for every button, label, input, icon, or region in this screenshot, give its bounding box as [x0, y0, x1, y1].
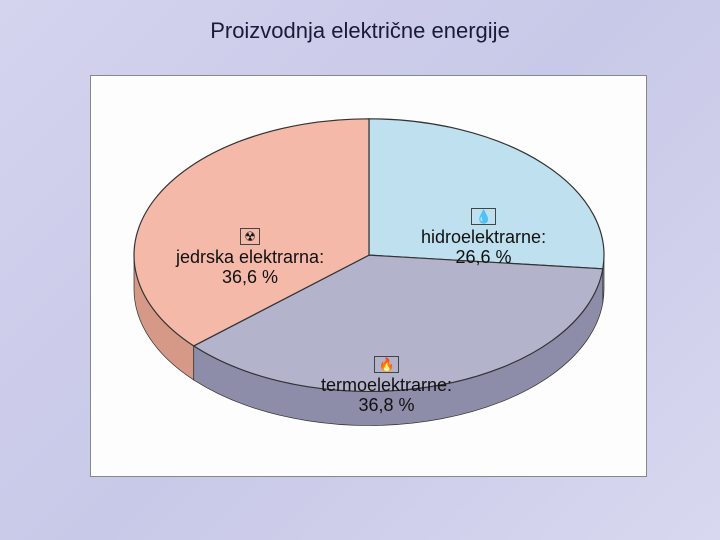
page-title: Proizvodnja električne energije: [0, 18, 720, 44]
chart-frame: 💧hidroelektrarne:26,6 %🔥termoelektrarne:…: [90, 75, 647, 477]
pie-slice-hidro: [369, 119, 604, 269]
pie-chart: [124, 117, 614, 449]
pie-svg: [124, 117, 614, 444]
